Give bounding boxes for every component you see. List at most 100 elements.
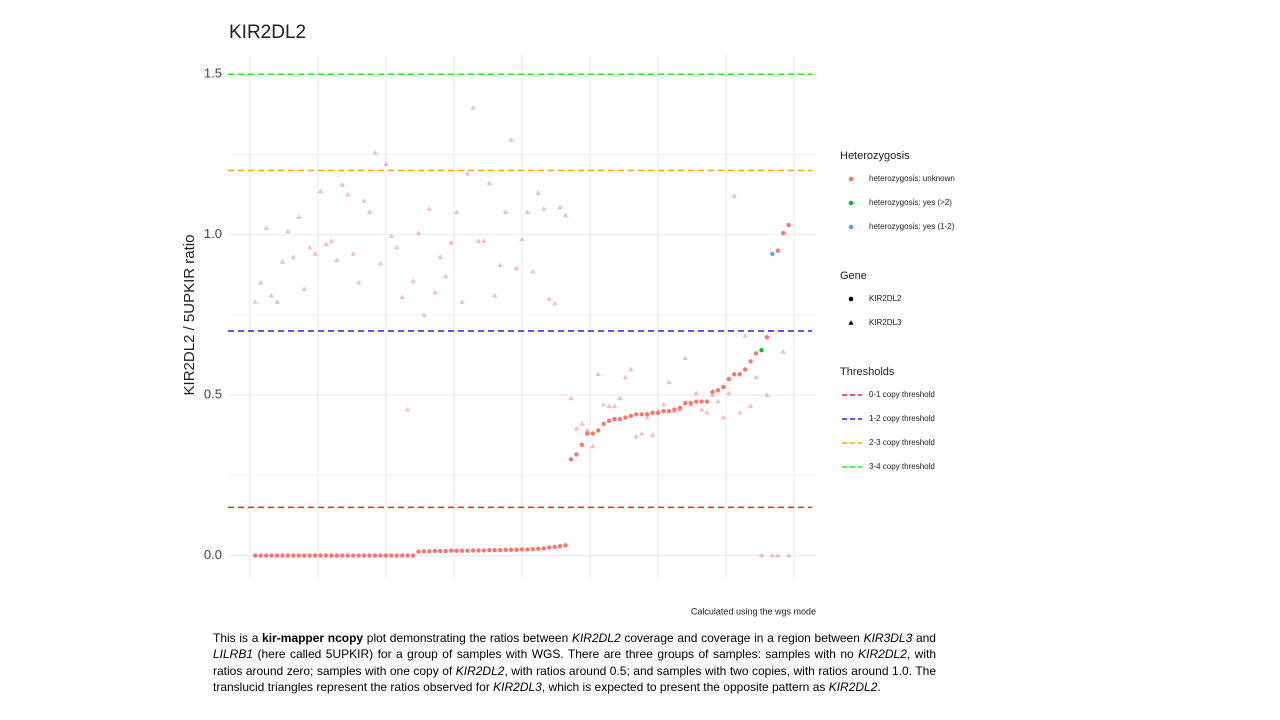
point bbox=[405, 553, 410, 558]
point bbox=[366, 209, 373, 215]
point bbox=[606, 418, 612, 423]
legend-title: Gene bbox=[840, 270, 867, 282]
point bbox=[769, 552, 775, 558]
point bbox=[279, 259, 286, 264]
point bbox=[693, 390, 699, 396]
point bbox=[606, 403, 612, 409]
point bbox=[611, 403, 618, 409]
point bbox=[770, 251, 775, 257]
point bbox=[377, 260, 384, 266]
point bbox=[329, 553, 334, 558]
point bbox=[432, 548, 438, 554]
point bbox=[465, 548, 470, 553]
point bbox=[585, 431, 590, 436]
point bbox=[519, 547, 525, 552]
text-run: KIR2DL2 bbox=[828, 680, 878, 695]
description: This is a kir-mapper ncopy plot demonstr… bbox=[213, 630, 936, 696]
point bbox=[650, 432, 656, 438]
point bbox=[426, 206, 433, 211]
point bbox=[432, 289, 438, 295]
text-run: KIR2DL2 bbox=[455, 663, 505, 678]
point bbox=[563, 543, 568, 548]
point bbox=[487, 547, 492, 553]
point bbox=[503, 209, 509, 215]
point bbox=[579, 442, 585, 448]
point bbox=[688, 401, 694, 407]
point bbox=[661, 408, 666, 414]
point bbox=[372, 553, 378, 558]
point bbox=[677, 406, 683, 412]
point bbox=[285, 228, 291, 234]
point bbox=[552, 300, 558, 306]
point bbox=[302, 553, 307, 558]
point bbox=[427, 549, 432, 554]
point bbox=[759, 347, 764, 353]
point bbox=[459, 548, 465, 553]
point bbox=[742, 367, 748, 372]
point bbox=[721, 384, 726, 390]
legend-symbol bbox=[848, 176, 854, 182]
point bbox=[726, 376, 732, 382]
text-run: , with ratios around 0.5; and samples wi… bbox=[213, 663, 936, 695]
legend-symbol bbox=[848, 320, 854, 325]
point bbox=[666, 408, 672, 414]
point bbox=[263, 225, 269, 231]
point bbox=[709, 392, 716, 397]
point bbox=[622, 374, 628, 380]
text-run: KIR2DL2 bbox=[571, 631, 621, 645]
point bbox=[470, 548, 476, 553]
point bbox=[475, 238, 482, 243]
text-run: KIR2DL2 bbox=[858, 647, 907, 662]
point bbox=[252, 299, 258, 304]
point bbox=[421, 549, 427, 554]
point bbox=[318, 553, 323, 558]
point bbox=[459, 299, 465, 304]
point bbox=[764, 335, 770, 340]
point bbox=[296, 214, 302, 219]
point bbox=[312, 553, 318, 558]
point bbox=[748, 359, 753, 364]
point bbox=[334, 257, 340, 263]
point bbox=[410, 553, 416, 558]
caption: Calculated using the wgs mode bbox=[691, 606, 816, 616]
point bbox=[666, 379, 672, 385]
point bbox=[514, 547, 519, 552]
legend-symbol bbox=[848, 200, 854, 206]
point bbox=[438, 548, 443, 554]
point bbox=[617, 395, 623, 401]
point bbox=[639, 430, 645, 436]
point bbox=[693, 399, 699, 404]
point bbox=[334, 553, 340, 558]
point bbox=[731, 193, 737, 198]
point bbox=[481, 548, 487, 553]
point bbox=[415, 230, 422, 235]
point bbox=[715, 398, 721, 404]
point bbox=[274, 553, 280, 558]
point bbox=[269, 553, 274, 558]
y-tick-label: 1.5 bbox=[204, 66, 222, 81]
point bbox=[557, 544, 563, 549]
point bbox=[356, 553, 361, 558]
point bbox=[263, 553, 269, 558]
legend-label: 3-4 copy threshold bbox=[869, 462, 935, 471]
point bbox=[301, 286, 307, 292]
point bbox=[312, 251, 318, 256]
point bbox=[710, 389, 715, 395]
point bbox=[394, 244, 400, 250]
point bbox=[497, 262, 503, 267]
point bbox=[595, 428, 601, 433]
point bbox=[448, 548, 454, 553]
legend-symbol bbox=[848, 224, 854, 230]
text-run: KIR2DL3 bbox=[493, 680, 542, 695]
point bbox=[410, 278, 416, 284]
point bbox=[328, 238, 335, 243]
point bbox=[492, 547, 497, 553]
legend-label: heterozygosis: unknown bbox=[869, 174, 955, 183]
point bbox=[443, 548, 448, 554]
point bbox=[623, 415, 628, 420]
point bbox=[536, 546, 541, 552]
chart: KIR2DL2 KIR2DL2 / 5UPKIR ratio Calculate… bbox=[181, 22, 955, 616]
point bbox=[454, 209, 460, 215]
point bbox=[628, 366, 634, 372]
point bbox=[317, 188, 324, 194]
